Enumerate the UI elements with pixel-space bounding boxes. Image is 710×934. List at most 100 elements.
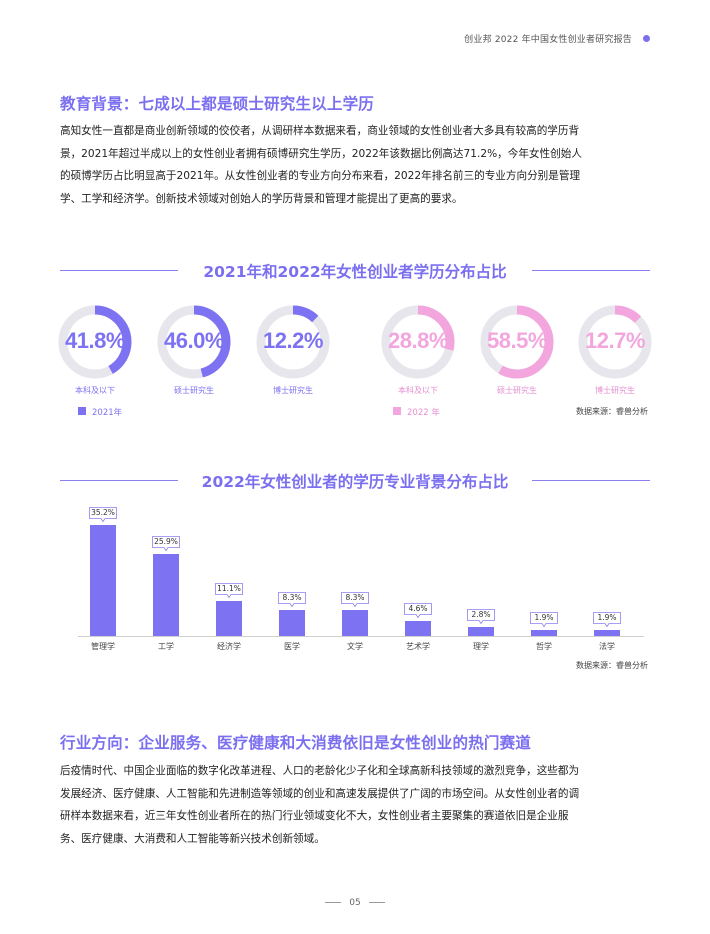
donut-chart-title: 2021年和2022年女性创业者学历分布占比	[203, 263, 507, 281]
donut-value: 12.7%	[585, 328, 645, 353]
bar-data-source: 数据来源：睿兽分析	[576, 661, 648, 670]
bar	[279, 609, 305, 636]
bar-value-label: 8.3%	[282, 592, 302, 602]
bar-category-label: 工学	[158, 642, 174, 651]
bar-category-label: 法学	[599, 642, 615, 651]
paragraph-line: 景，2021年超过半成以上的女性创业者拥有硕博研究生学历，2022年该数据比例高…	[60, 147, 582, 160]
bar-value-tag: 1.9%	[593, 612, 621, 628]
legend-2021-swatch	[78, 407, 86, 415]
bar-value-tag: 2.8%	[467, 609, 495, 625]
divider-line	[532, 480, 650, 481]
bar	[90, 525, 116, 636]
donut-ring	[578, 305, 652, 379]
section-title-education: 教育背景：七成以上都是硕士研究生以上学历	[60, 95, 375, 113]
donut-value: 58.5%	[487, 328, 547, 353]
donut-chart: 28.8%	[380, 304, 456, 380]
bar-chart-header: 2022年女性创业者的学历专业背景分布占比	[60, 470, 650, 491]
paragraph-line: 高知女性一直都是商业创新领域的佼佼者，从调研样本数据来看，商业领域的女性创业者大…	[60, 125, 580, 137]
donut-arc	[256, 305, 330, 379]
legend-2021-label: 2021年	[92, 408, 123, 418]
bar-value-tag: 25.9%	[152, 536, 180, 552]
bar-value-label: 8.3%	[345, 592, 365, 602]
page-footer: 05	[0, 898, 710, 908]
bar	[594, 630, 620, 636]
tag-callout-icon	[404, 603, 432, 619]
bar	[216, 600, 242, 636]
bar-value-label: 11.1%	[217, 583, 241, 593]
legend-2022-swatch	[393, 407, 401, 415]
donut-chart: 41.8%	[57, 304, 133, 380]
paragraph-line: 的硕博学历占比明显高于2021年。从女性创业者的专业方向分布来看，2022年排名…	[60, 170, 581, 182]
tag-callout-icon	[152, 536, 180, 552]
tag-callout-icon	[530, 612, 558, 628]
bar	[468, 627, 494, 636]
bar-category-label: 经济学	[217, 642, 241, 651]
bar-category-label: 文学	[347, 642, 363, 651]
donut-ring	[256, 305, 330, 379]
donut-label: 硕士研究生	[497, 386, 537, 395]
donut-arc	[381, 305, 455, 379]
donut-value: 41.8%	[65, 328, 125, 353]
bar	[405, 621, 431, 636]
tag-callout-icon	[467, 609, 495, 625]
bar-value-tag: 1.9%	[530, 612, 558, 628]
bar-category-label: 理学	[473, 642, 489, 651]
legend-2022-label: 2022 年	[407, 408, 440, 418]
bar-category-label: 艺术学	[406, 642, 430, 651]
divider-line	[60, 480, 178, 481]
donut-label: 本科及以下	[75, 386, 115, 395]
bar-chart-title: 2022年女性创业者的学历专业背景分布占比	[201, 473, 509, 491]
header-dot-icon	[643, 35, 650, 42]
bar-category-label: 管理学	[91, 642, 115, 651]
page-number: 05	[349, 898, 361, 908]
bar-value-label: 25.9%	[154, 537, 178, 547]
section-title-industry: 行业方向：企业服务、医疗健康和大消费依旧是女性创业的热门赛道	[60, 734, 532, 752]
report-header: 创业邦 2022 年中国女性创业者研究报告	[464, 35, 632, 45]
bar-category-label: 医学	[284, 642, 300, 651]
donut-ring	[157, 305, 231, 379]
divider-line	[60, 270, 178, 271]
bar-value-tag: 35.2%	[89, 507, 117, 523]
donut-chart: 12.2%	[255, 304, 331, 380]
footer-dash	[325, 902, 342, 903]
bar	[153, 554, 179, 636]
donut-chart: 46.0%	[156, 304, 232, 380]
bar-value-tag: 8.3%	[278, 591, 306, 608]
donut-label: 博士研究生	[273, 386, 313, 395]
education-paragraph: 高知女性一直都是商业创新领域的佼佼者，从调研样本数据来看，商业领域的女性创业者大…	[60, 120, 654, 210]
donut-chart: 58.5%	[479, 304, 555, 380]
paragraph-line: 学、工学和经济学。创新技术领域对创始人的学历背景和管理才能提出了更高的要求。	[60, 192, 463, 205]
donut-arc	[157, 305, 231, 379]
tag-callout-icon	[593, 612, 621, 628]
donut-ring	[381, 305, 455, 379]
donut-label: 本科及以下	[398, 386, 438, 395]
donut-arc	[58, 305, 132, 379]
bar-chart-axis	[78, 636, 644, 637]
donut-label: 博士研究生	[595, 386, 635, 395]
bar-value-tag: 8.3%	[341, 591, 369, 608]
bar-value-tag: 4.6%	[404, 603, 432, 619]
donut-data-source: 数据来源：睿兽分析	[576, 407, 648, 416]
bar-value-tag: 11.1%	[215, 583, 243, 599]
tag-callout-icon	[215, 583, 243, 599]
donut-ring	[58, 305, 132, 379]
bar-value-label: 1.9%	[597, 613, 617, 622]
divider-line	[532, 270, 650, 271]
footer-dash	[368, 902, 385, 903]
tag-callout-icon	[278, 591, 306, 608]
paragraph-line: 后疫情时代、中国企业面临的数字化改革进程、人口的老龄化少子化和全球高新科技领域的…	[60, 765, 580, 777]
bar-value-label: 35.2%	[91, 508, 115, 517]
donut-label: 硕士研究生	[174, 386, 214, 395]
donut-arc	[578, 305, 652, 379]
bar-value-label: 2.8%	[471, 610, 491, 620]
bar-category-label: 哲学	[536, 642, 552, 651]
tag-callout-icon	[341, 591, 369, 608]
paragraph-line: 务、医疗健康、大消费和人工智能等新兴技术创新领域。	[60, 832, 325, 845]
donut-value: 46.0%	[164, 328, 224, 353]
paragraph-line: 发展经济、医疗健康、人工智能和先进制造等领域的创业和高速发展提供了广阔的市场空间…	[60, 787, 580, 800]
bar	[342, 609, 368, 636]
industry-paragraph: 后疫情时代、中国企业面临的数字化改革进程、人口的老龄化少子化和全球高新科技领域的…	[60, 760, 654, 850]
bar-value-label: 4.6%	[408, 604, 428, 614]
donut-value: 28.8%	[388, 328, 448, 353]
donut-arc	[480, 305, 554, 379]
